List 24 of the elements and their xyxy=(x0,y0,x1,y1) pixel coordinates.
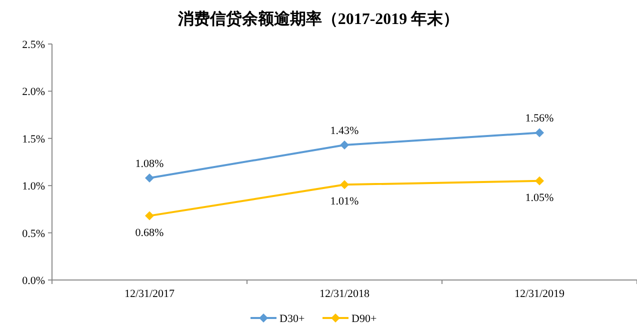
y-tick-label: 1.0% xyxy=(22,180,45,193)
data-label: 0.68% xyxy=(135,226,164,239)
y-tick-label: 2.0% xyxy=(22,86,45,98)
data-label: 1.43% xyxy=(330,125,359,138)
point xyxy=(340,140,349,150)
x-tick-label: 12/31/2019 xyxy=(514,288,566,300)
y-tick-label: 1.5% xyxy=(22,133,45,146)
point xyxy=(535,128,544,138)
data-label: 1.08% xyxy=(135,158,164,170)
data-label: 1.01% xyxy=(330,196,359,208)
y-tick-label: 0.5% xyxy=(22,228,45,240)
point xyxy=(535,176,544,186)
chart-title: 消费信贷余额逾期率（2017-2019 年末） xyxy=(176,9,460,28)
legend-label: D90+ xyxy=(352,313,377,325)
y-tick-label: 2.5% xyxy=(22,39,45,51)
x-tick-label: 12/31/2018 xyxy=(319,288,370,300)
y-tick-label: 0.0% xyxy=(22,275,45,287)
data-label: 1.56% xyxy=(525,112,554,125)
point xyxy=(145,211,154,220)
point xyxy=(145,174,154,183)
data-label: 1.05% xyxy=(525,192,554,204)
point xyxy=(340,180,349,190)
legend-label: D30+ xyxy=(280,313,305,325)
x-tick-label: 12/31/2017 xyxy=(124,288,176,300)
